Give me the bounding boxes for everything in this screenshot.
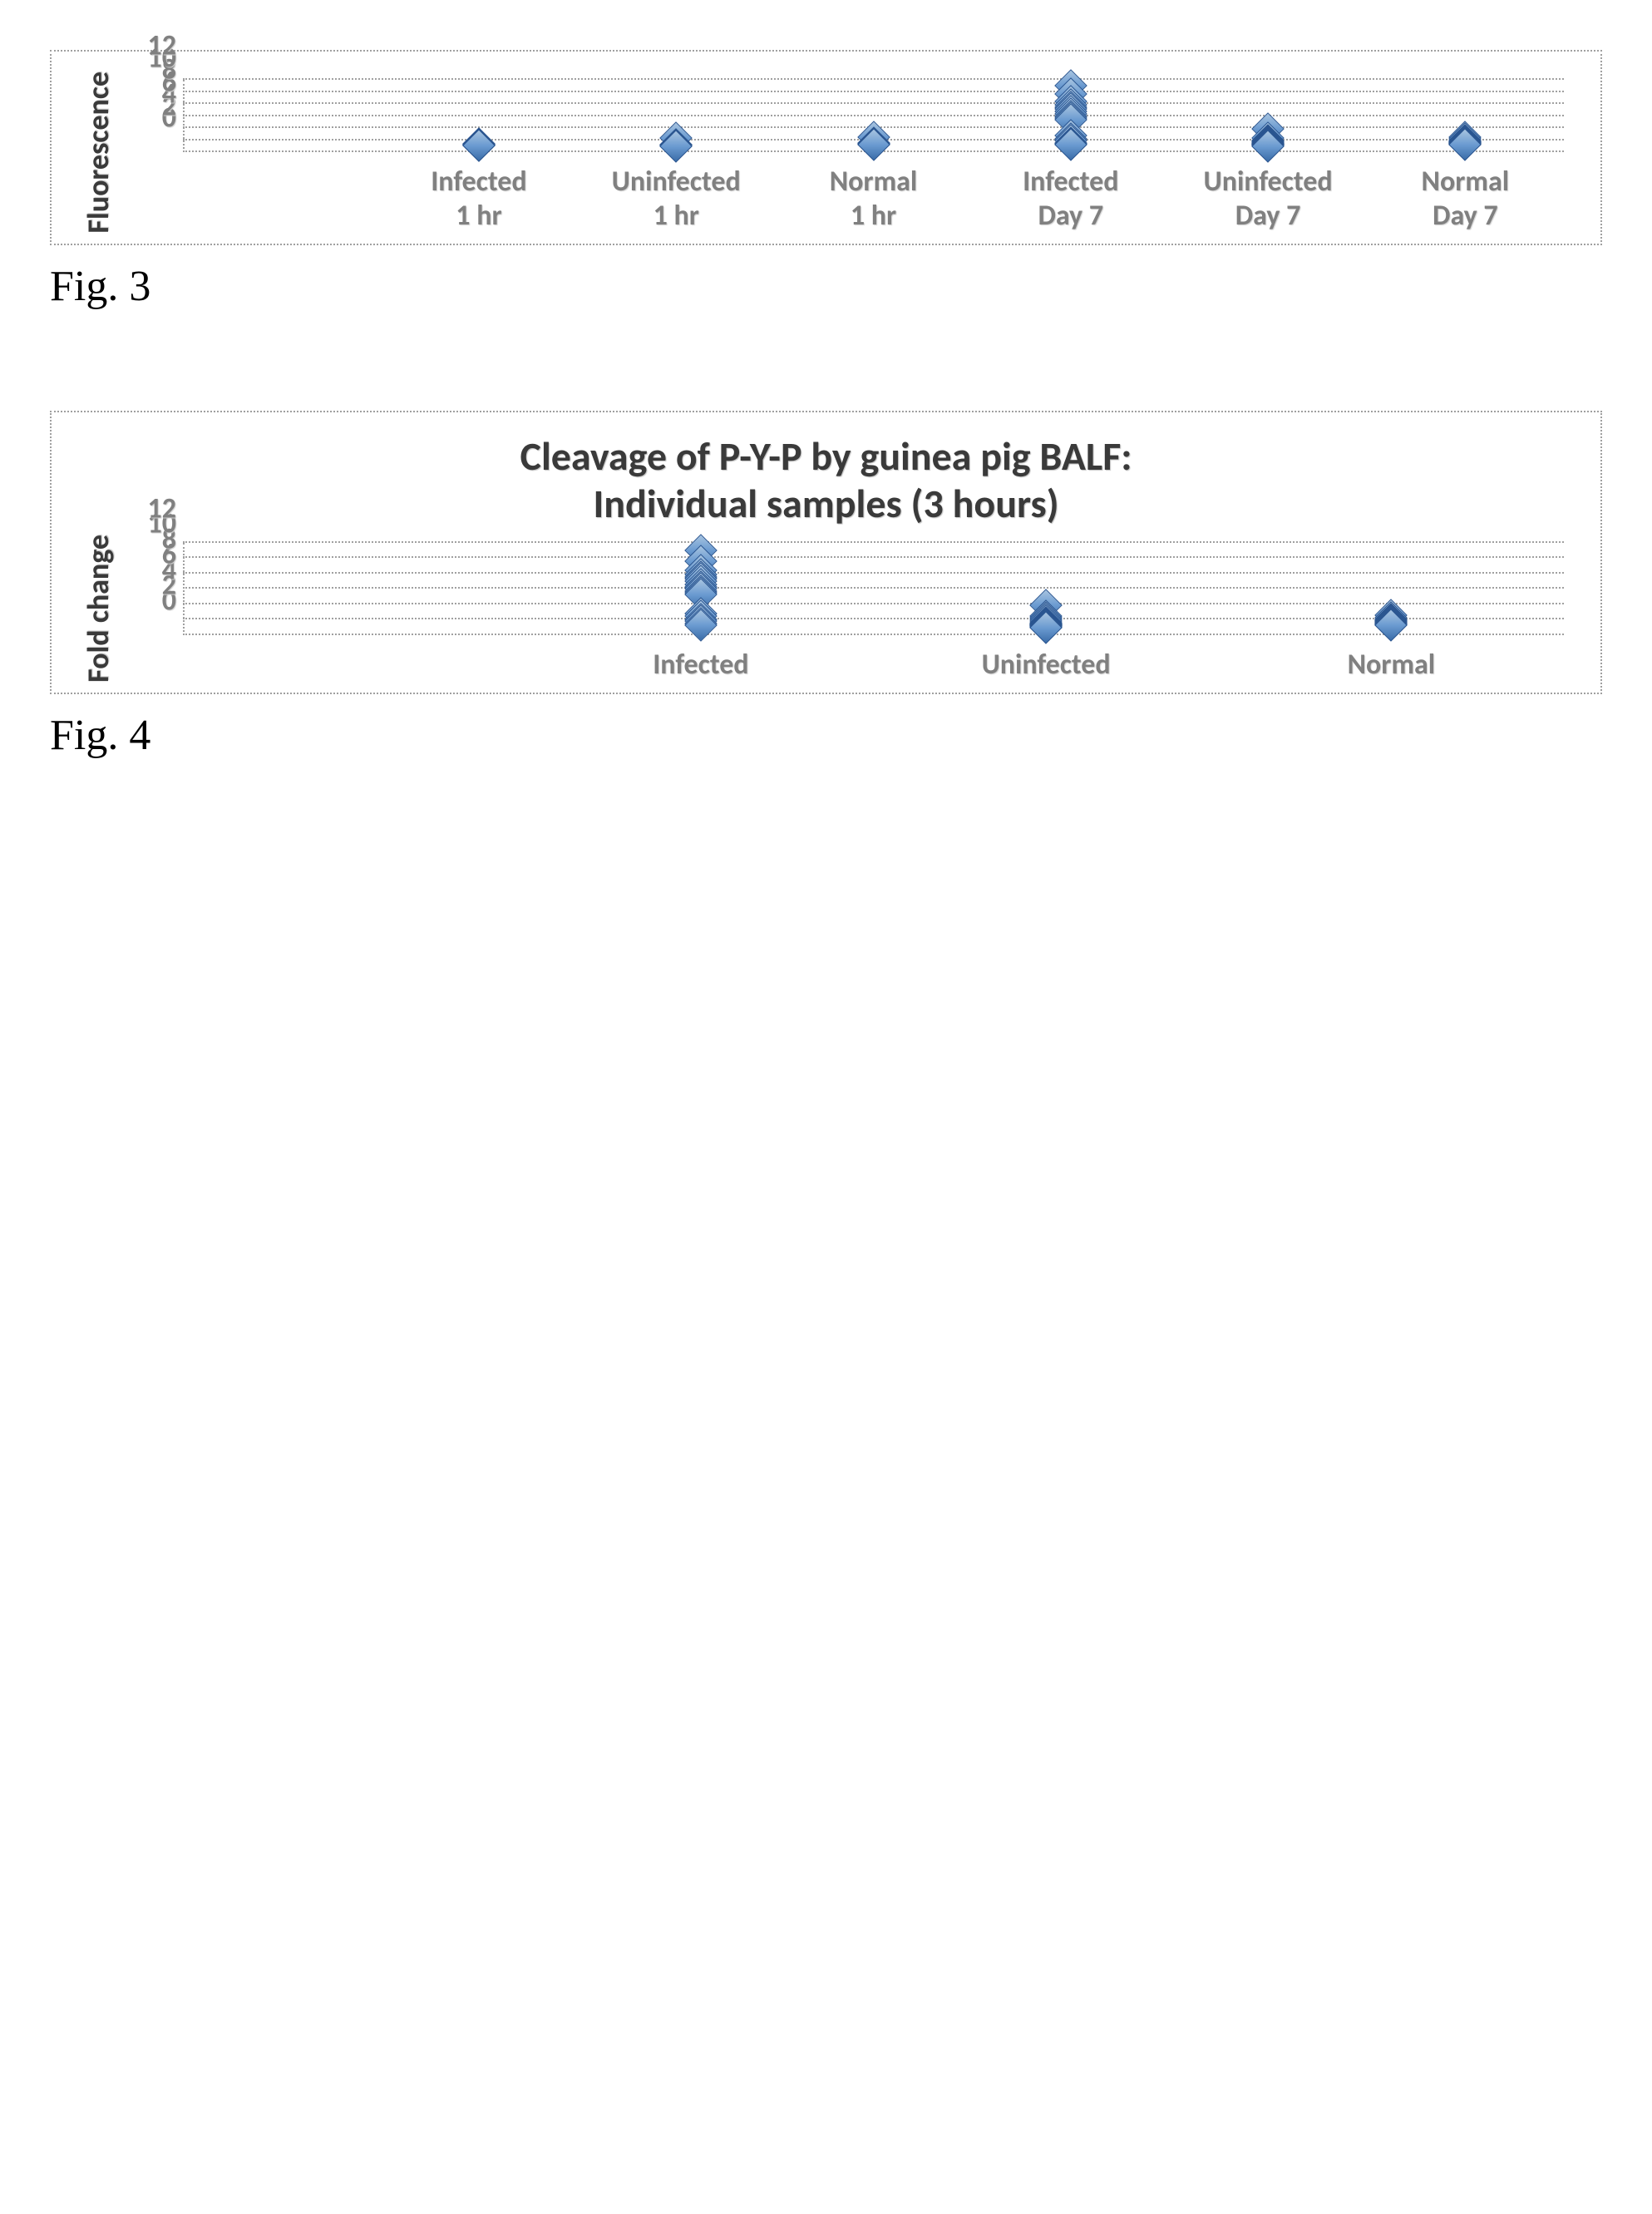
y-tick-label: 12	[148, 29, 176, 63]
gridline	[183, 541, 1564, 543]
x-tick-label: UninfectedDay 7	[1169, 165, 1366, 234]
x-tick-label-line: 1 hr	[775, 200, 972, 234]
chart-title-line: Cleavage of P-Y-P by guinea pig BALF:	[72, 432, 1580, 481]
gridline	[183, 556, 1564, 558]
figure-4-caption: Fig. 4	[50, 711, 1602, 760]
chart-2-plot-area: 024681012	[183, 543, 1564, 635]
gridline	[183, 78, 1564, 80]
chart-2-y-label: Fold change	[72, 535, 125, 683]
chart-title-line: Individual samples (3 hours)	[72, 480, 1580, 528]
x-tick-label-line: Uninfected	[874, 648, 1219, 683]
x-tick-label: Infected1 hr	[380, 165, 577, 234]
chart-1-plot: 024681012	[125, 71, 1580, 160]
diamond-icon	[462, 130, 496, 163]
x-tick-label-line: 1 hr	[578, 200, 775, 234]
chart-1-area: Fluorescence 024681012 Infected1 hrUninf…	[72, 71, 1580, 234]
figure-3-caption: Fig. 3	[50, 262, 1602, 311]
x-tick-label-line: Infected	[972, 165, 1169, 200]
gridline	[183, 91, 1564, 92]
x-tick-label-line: Day 7	[1169, 200, 1366, 234]
x-tick-label: Uninfected1 hr	[578, 165, 775, 234]
y-tick-label: 12	[148, 491, 176, 525]
gridline	[183, 102, 1564, 104]
chart-1-container: Fluorescence 024681012 Infected1 hrUninf…	[50, 50, 1602, 245]
gridline	[183, 115, 1564, 116]
x-tick-label: Uninfected	[874, 648, 1219, 683]
x-tick-label-line: 1 hr	[380, 200, 577, 234]
x-tick-label-line: Normal	[775, 165, 972, 200]
gridline	[183, 587, 1564, 589]
x-tick-label-line: Infected	[528, 648, 873, 683]
data-marker	[462, 130, 496, 163]
x-tick-label: InfectedDay 7	[972, 165, 1169, 234]
x-tick-label-line: Uninfected	[1169, 165, 1366, 200]
chart-2-container: Cleavage of P-Y-P by guinea pig BALF:Ind…	[50, 411, 1602, 694]
chart-1-plot-wrap: 024681012 Infected1 hrUninfected1 hrNorm…	[125, 71, 1580, 234]
x-tick-spacer	[183, 648, 528, 683]
x-tick-label-line: Uninfected	[578, 165, 775, 200]
chart-2-plot-wrap: 024681012 InfectedUninfectedNormal	[125, 535, 1580, 683]
x-tick-label: Infected	[528, 648, 873, 683]
chart-1-plot-area: 024681012	[183, 80, 1564, 152]
x-tick-label: Normal	[1219, 648, 1564, 683]
chart-2-area: Fold change 024681012 InfectedUninfected…	[72, 535, 1580, 683]
x-tick-label: NormalDay 7	[1367, 165, 1564, 234]
x-tick-spacer	[183, 165, 380, 234]
chart-2-plot: 024681012	[125, 535, 1580, 643]
x-tick-label-line: Normal	[1367, 165, 1564, 200]
chart-1-y-label: Fluorescence	[72, 71, 125, 234]
x-tick-label-line: Infected	[380, 165, 577, 200]
gridline	[183, 618, 1564, 619]
chart-1-x-labels: Infected1 hrUninfected1 hrNormal1 hrInfe…	[183, 165, 1564, 234]
chart-2-x-labels: InfectedUninfectedNormal	[183, 648, 1564, 683]
x-tick-label-line: Day 7	[972, 200, 1169, 234]
x-tick-label-line: Normal	[1219, 648, 1564, 683]
x-axis-line	[183, 634, 1564, 635]
x-tick-label-line: Day 7	[1367, 200, 1564, 234]
gridline	[183, 603, 1564, 604]
gridline	[183, 572, 1564, 574]
x-tick-label: Normal1 hr	[775, 165, 972, 234]
chart-2-title: Cleavage of P-Y-P by guinea pig BALF:Ind…	[72, 432, 1580, 528]
